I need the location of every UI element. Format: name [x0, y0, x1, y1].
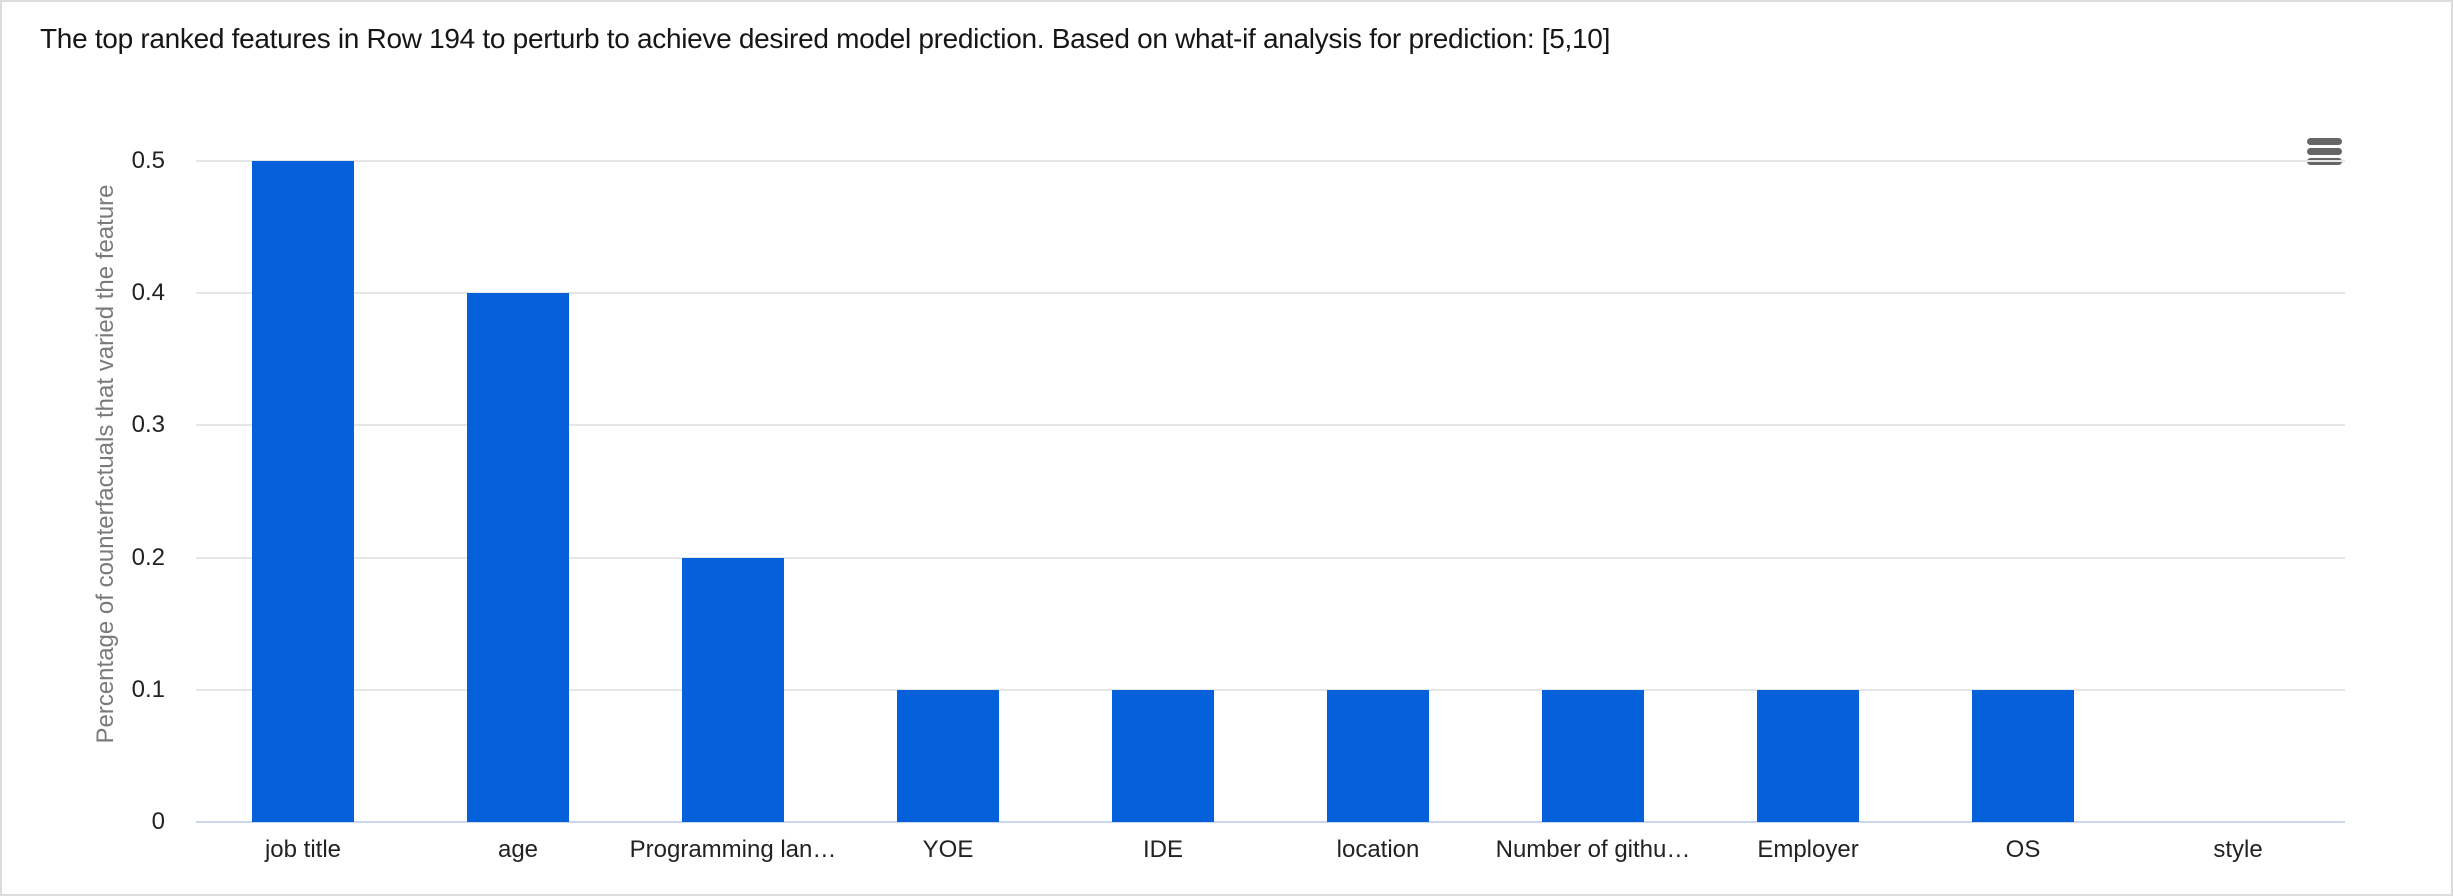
bar-ide[interactable]: [1112, 690, 1214, 822]
chart-title: The top ranked features in Row 194 to pe…: [40, 23, 1611, 54]
y-tick-label-0.3: 0.3: [131, 411, 165, 439]
gridline-0.2: [196, 556, 2345, 559]
x-axis-line: [196, 821, 2345, 823]
x-axis-label-os: OS: [2005, 836, 2041, 863]
bar-age[interactable]: [467, 293, 569, 822]
x-axis-label-employer: Employer: [1757, 836, 1859, 863]
plot-area: [196, 160, 2345, 823]
x-axis-label-programming-lan: Programming lan…: [629, 836, 837, 863]
bar-job-title[interactable]: [252, 161, 354, 822]
bar-os[interactable]: [1972, 690, 2074, 822]
x-axis-label-ide: IDE: [1142, 836, 1184, 863]
bar-yoe[interactable]: [897, 690, 999, 822]
x-axis-label-age: age: [497, 836, 539, 863]
x-axis-label-number-of-githu: Number of githu…: [1495, 836, 1691, 863]
x-axis-label-style: style: [2213, 836, 2263, 863]
y-tick-label-0.4: 0.4: [131, 279, 165, 307]
bar-number-of-githu[interactable]: [1542, 690, 1644, 822]
gridline-0.1: [196, 688, 2345, 691]
y-tick-label-0.2: 0.2: [131, 543, 165, 571]
gridline-0.4: [196, 292, 2345, 295]
x-axis-label-yoe: YOE: [922, 836, 974, 863]
gridline-0.5: [196, 160, 2345, 162]
y-axis-tick-labels: 0 0.1 0.2 0.3 0.4 0.5: [2, 2, 165, 894]
bar-programming-lan[interactable]: [682, 558, 784, 822]
x-axis-label-job-title: job title: [264, 836, 342, 863]
bar-employer[interactable]: [1757, 690, 1859, 822]
y-tick-label-0.1: 0.1: [131, 675, 165, 703]
x-axis-label-location: location: [1336, 836, 1420, 863]
gridline-0.3: [196, 424, 2345, 427]
bar-location[interactable]: [1327, 690, 1429, 822]
chart-context-menu-button[interactable]: [2295, 130, 2353, 172]
y-tick-label-0: 0: [151, 808, 165, 835]
y-tick-label-0.5: 0.5: [131, 147, 165, 174]
